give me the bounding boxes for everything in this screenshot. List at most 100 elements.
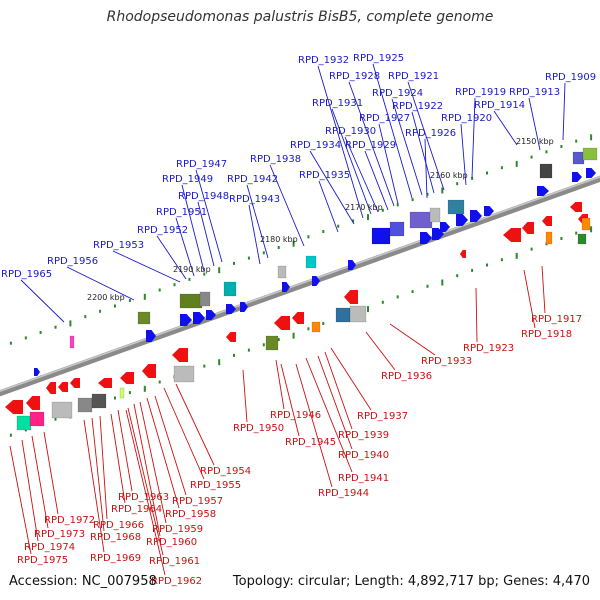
tick-mark: [530, 155, 533, 159]
backbone-line: [0, 175, 600, 397]
tick-mark: [575, 231, 578, 235]
reverse-gene-label: RPD_1937: [357, 411, 408, 422]
reverse-leader-line: [523, 269, 536, 329]
gene-box: [311, 321, 321, 333]
tick-mark: [262, 343, 265, 347]
reverse-leader-line: [305, 357, 353, 473]
reverse-gene-label: RPD_1964: [111, 504, 162, 515]
tick-mark: [426, 192, 429, 196]
forward-leader-line: [195, 169, 223, 263]
reverse-gene-arrow: [542, 216, 552, 226]
reverse-gene-label: RPD_1975: [17, 555, 68, 566]
gene-box: [16, 415, 32, 431]
tick-mark: [99, 309, 102, 313]
reverse-leader-line: [127, 407, 164, 556]
forward-gene-arrow: [537, 186, 549, 196]
tick-mark: [173, 283, 176, 287]
kbp-label: 2200 kbp: [87, 293, 125, 302]
reverse-gene-label: RPD_1958: [165, 509, 216, 520]
backbone-highlight: [0, 175, 600, 393]
gene-box: [582, 147, 598, 161]
tick-mark: [307, 327, 310, 331]
forward-gene-label: RPD_1909: [545, 72, 596, 83]
forward-gene-label: RPD_1956: [47, 256, 98, 267]
forward-gene-arrow: [586, 168, 596, 178]
tick-mark: [128, 299, 131, 303]
tick-mark: [277, 246, 280, 249]
forward-gene-arrow: [146, 330, 156, 342]
forward-gene-arrow: [456, 214, 468, 226]
gene-box: [539, 163, 553, 179]
reverse-leader-line: [242, 369, 248, 423]
forward-leader-line: [246, 184, 269, 259]
gene-box: [77, 397, 93, 413]
forward-gene-label: RPD_1920: [441, 113, 492, 124]
tick-mark: [114, 304, 116, 308]
gene-box: [119, 387, 125, 399]
tick-mark: [381, 300, 384, 304]
forward-gene-arrow: [348, 260, 356, 270]
tick-mark: [322, 322, 325, 325]
reverse-gene-label: RPD_1968: [90, 532, 141, 543]
forward-leader-line: [424, 138, 428, 199]
reverse-leader-line: [110, 413, 126, 504]
forward-leader-line: [372, 63, 413, 199]
forward-leader-line: [562, 82, 566, 141]
forward-gene-label: RPD_1914: [474, 100, 525, 111]
gene-box: [29, 411, 45, 427]
gene-box: [69, 335, 75, 349]
gene-box: [429, 207, 441, 223]
reverse-leader-line: [146, 397, 180, 509]
forward-leader-line: [493, 110, 518, 146]
gene-labels: 2150 kbp 2160 kbp 2170 kbp 2180 kbp 2190 kbp…: [1, 53, 596, 587]
forward-leader-line: [175, 217, 195, 277]
tick-mark: [247, 348, 250, 352]
reverse-leader-line: [541, 265, 546, 314]
tick-mark: [411, 198, 414, 202]
reverse-leader-line: [475, 287, 478, 343]
gene-box: [51, 401, 73, 419]
forward-gene-arrow: [206, 310, 216, 320]
forward-gene-arrow: [572, 172, 582, 182]
tick-mark: [114, 396, 116, 400]
reverse-leader-line: [275, 359, 285, 410]
tick-mark: [367, 306, 369, 313]
gene-box: [173, 365, 195, 383]
gene-box: [572, 151, 585, 165]
reverse-gene-arrow: [98, 378, 112, 388]
tick-mark: [486, 263, 488, 267]
reverse-leader-line: [330, 347, 372, 411]
reverse-gene-label: RPD_1944: [318, 488, 369, 499]
kbp-label: 2180 kbp: [260, 235, 298, 244]
tick-mark: [247, 256, 250, 260]
reverse-gene-label: RPD_1936: [381, 371, 432, 382]
forward-gene-label: RPD_1922: [392, 101, 443, 112]
tick-mark: [277, 338, 280, 341]
tick-mark: [233, 261, 235, 265]
tick-mark: [456, 182, 459, 186]
forward-leader-line: [411, 111, 435, 194]
tick-mark: [84, 315, 87, 319]
reverse-gene-label: RPD_1917: [531, 314, 582, 325]
reverse-gene-label: RPD_1973: [34, 529, 85, 540]
tick-mark: [262, 251, 265, 255]
reverse-leader-line: [324, 351, 353, 430]
forward-gene-label: RPD_1938: [250, 154, 301, 165]
gene-box: [199, 291, 211, 307]
gene-box: [349, 305, 367, 323]
reverse-leader-line: [154, 395, 187, 496]
tick-mark: [128, 391, 131, 395]
gene-box: [577, 233, 587, 245]
tick-mark: [203, 272, 206, 276]
tick-mark: [218, 359, 221, 366]
gene-box: [389, 221, 405, 237]
forward-leader-line: [407, 81, 445, 191]
accession-text: Accession: NC_007958: [9, 574, 157, 589]
forward-gene-label: RPD_1942: [227, 174, 278, 185]
reverse-gene-label: RPD_1940: [338, 450, 389, 461]
tick-mark: [426, 284, 429, 288]
tick-mark: [9, 341, 12, 345]
tick-mark: [158, 288, 161, 292]
forward-gene-arrow: [312, 276, 320, 286]
forward-leader-line: [66, 266, 135, 301]
